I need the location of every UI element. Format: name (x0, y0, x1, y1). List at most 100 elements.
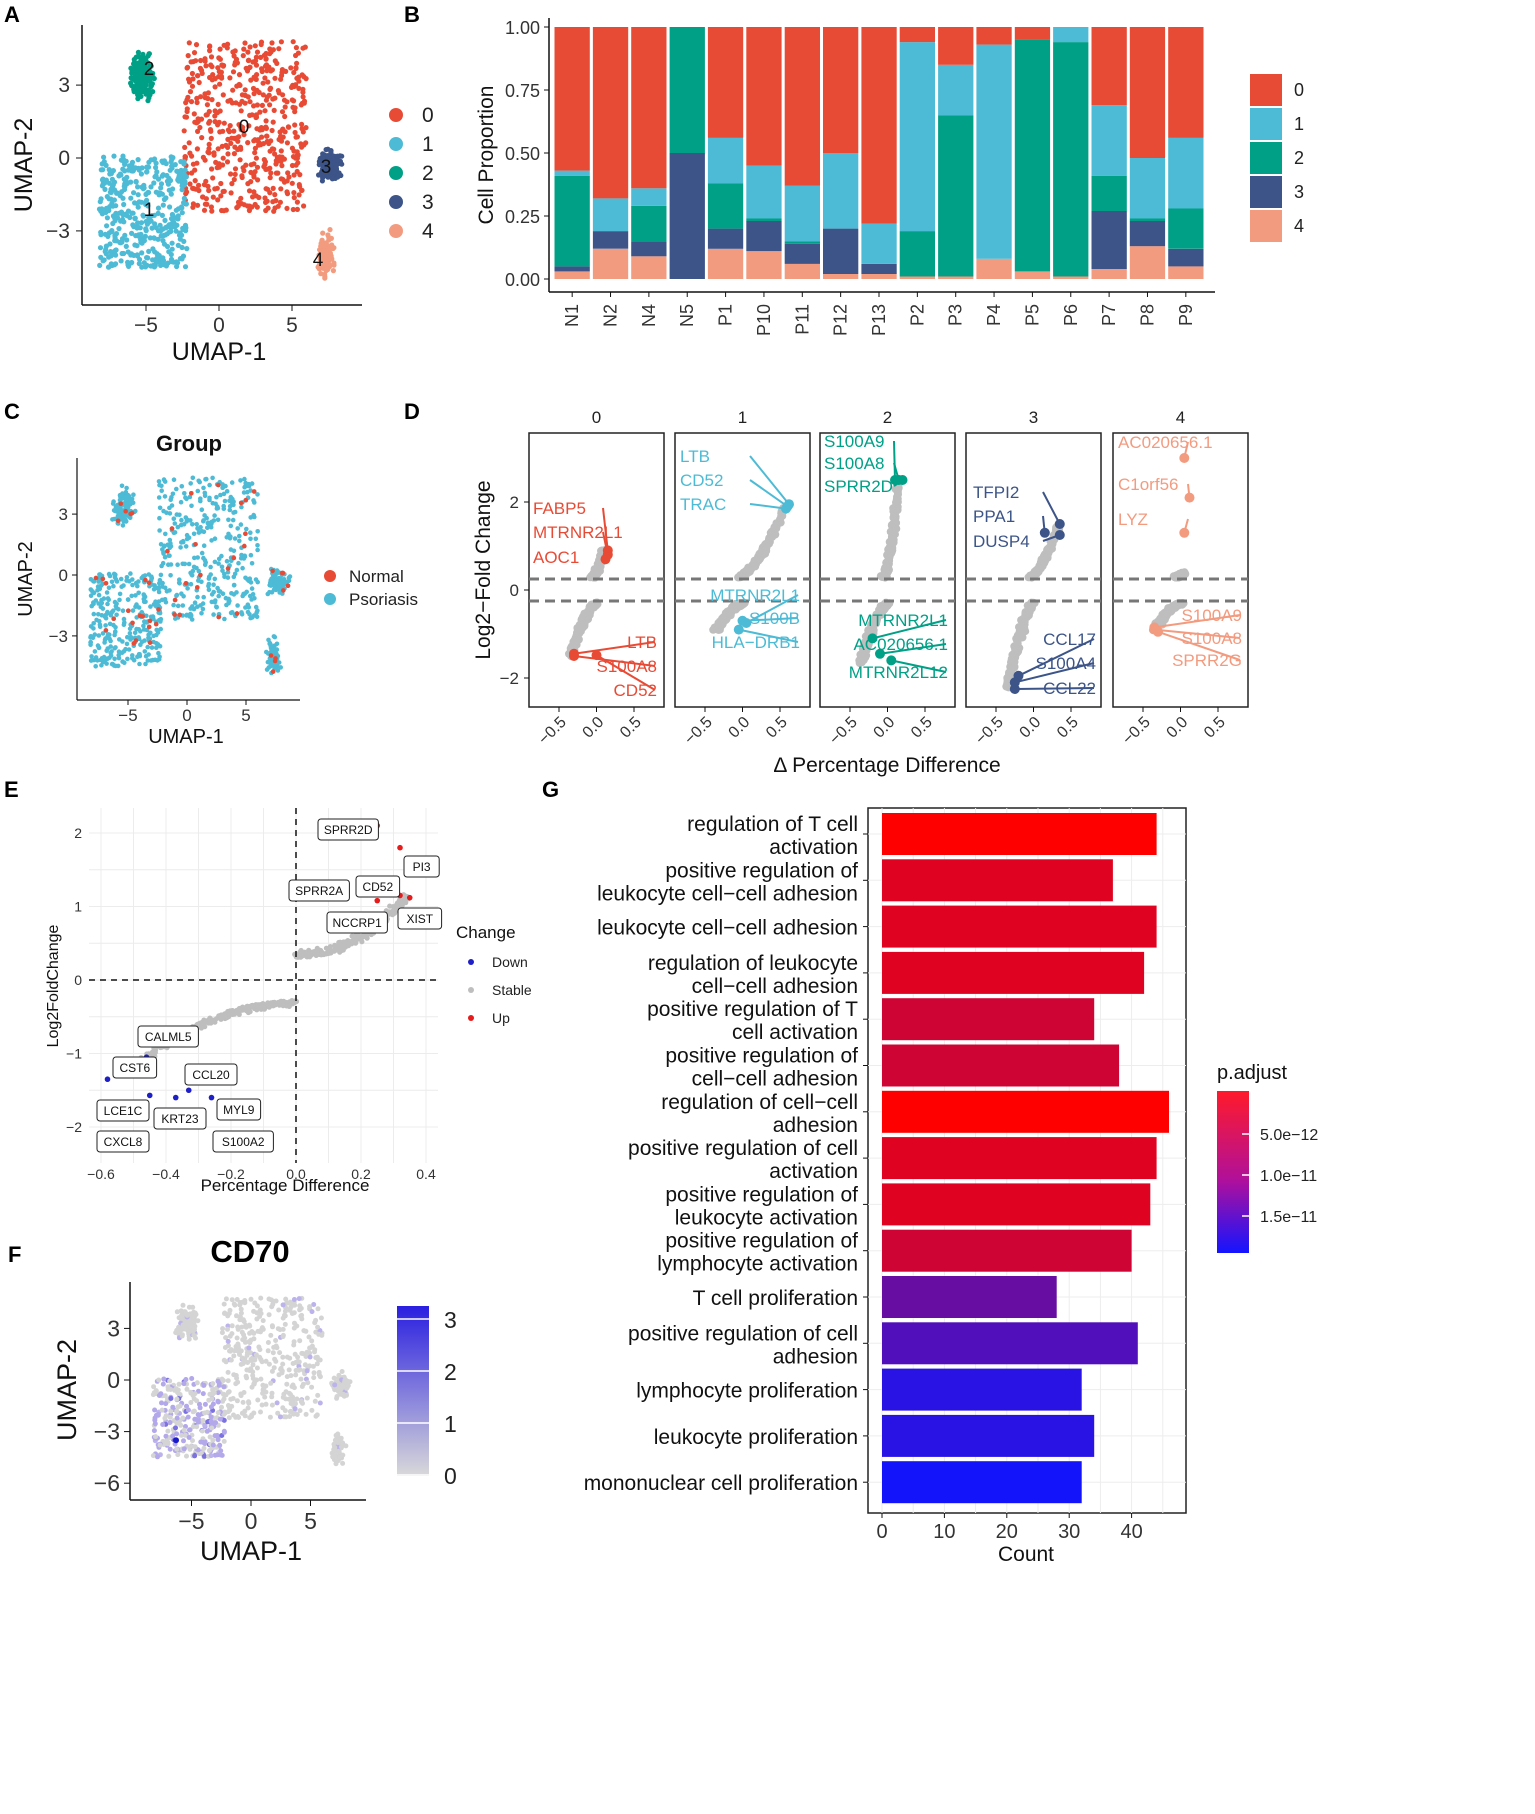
umap-point (190, 161, 196, 167)
umap-point (114, 601, 119, 606)
bar-segment (1014, 271, 1051, 279)
umap-point (266, 637, 271, 643)
umap-point (150, 246, 156, 252)
umap-point (269, 67, 275, 73)
umap-point (228, 140, 234, 146)
umap-point (154, 600, 160, 606)
umap-point (252, 137, 258, 143)
umap-point (113, 629, 118, 634)
umap-point (146, 248, 152, 254)
umap-point (252, 596, 257, 601)
legend-label: 2 (422, 162, 434, 185)
umap-point (207, 482, 212, 488)
umap-point (118, 576, 124, 582)
umap-point (179, 244, 185, 251)
umap-point (316, 172, 322, 178)
umap-point (228, 1357, 234, 1363)
umap-point (218, 180, 224, 187)
umap-point (242, 484, 247, 490)
umap-point (248, 552, 254, 558)
gene-point (278, 998, 284, 1005)
stable-points (855, 474, 904, 668)
umap-point (225, 1369, 231, 1375)
umap-point (236, 134, 242, 140)
umap-point (284, 140, 290, 146)
umap-point (189, 170, 195, 176)
legend-swatch (389, 108, 403, 122)
umap-point (189, 573, 195, 578)
umap-point-normal (251, 489, 257, 494)
umap-point (203, 63, 209, 69)
umap-point (289, 1311, 295, 1316)
umap-point (188, 612, 194, 618)
umap-point (231, 583, 237, 588)
bar-segment (707, 27, 744, 138)
umap-point (251, 512, 256, 518)
umap-point-normal (216, 482, 221, 488)
bar-segment (938, 64, 974, 116)
umap-point (160, 159, 166, 165)
umap-point (133, 179, 139, 185)
label-connector (745, 594, 799, 624)
umap-point (260, 80, 266, 86)
umap-point (253, 577, 259, 582)
umap-point (139, 610, 145, 615)
umap-point (196, 79, 202, 86)
umap-point (336, 171, 342, 177)
umap-point (129, 68, 135, 74)
umap-point (104, 223, 110, 229)
umap-point (160, 202, 166, 208)
plot-title: Group (156, 431, 222, 456)
umap-point-normal (103, 628, 109, 633)
umap-point-normal (126, 608, 131, 613)
bar-segment (823, 153, 859, 229)
umap-point (312, 1398, 318, 1404)
umap-point (211, 150, 217, 156)
umap-point (278, 158, 284, 164)
gene-point (318, 947, 324, 954)
umap-point (291, 1342, 297, 1348)
x-tick-label: 5 (241, 706, 250, 725)
umap-point (111, 499, 116, 504)
panel-label: A (4, 2, 20, 27)
gene-point (592, 566, 601, 575)
umap-point (248, 580, 254, 585)
umap-point (284, 205, 290, 211)
umap-point (243, 65, 249, 71)
umap-point (172, 521, 178, 526)
umap-point (97, 262, 103, 268)
umap-point (250, 1362, 256, 1368)
umap-point (127, 214, 133, 221)
umap-point (234, 1335, 240, 1341)
bar-segment (707, 183, 744, 229)
bar-segment (707, 228, 744, 249)
bar-segment (861, 27, 897, 224)
umap-point (151, 235, 158, 241)
umap-point-normal (183, 581, 189, 586)
umap-point (280, 1302, 286, 1308)
y-tick-label: 3 (59, 505, 68, 524)
gene-point (890, 503, 899, 512)
normal-points (93, 482, 291, 674)
umap-point (102, 640, 107, 645)
umap-point (267, 175, 273, 181)
gene-point (326, 947, 332, 953)
umap-point (190, 522, 195, 527)
label-connector (573, 655, 656, 667)
umap-point (289, 180, 295, 186)
umap-point (326, 234, 332, 241)
x-tick-label: P8 (1137, 304, 1157, 326)
umap-point (113, 231, 120, 237)
facet-title: 1 (738, 408, 747, 427)
umap-point (91, 611, 97, 617)
umap-point (158, 626, 163, 632)
gene-point (893, 486, 902, 495)
umap-point (258, 54, 264, 61)
umap-point (217, 108, 223, 114)
umap-point (136, 80, 142, 86)
umap-point (208, 135, 214, 141)
x-tick-label: P3 (946, 304, 966, 326)
umap-point (320, 251, 326, 257)
cluster-points-0 (181, 39, 309, 214)
umap-point (247, 611, 252, 617)
